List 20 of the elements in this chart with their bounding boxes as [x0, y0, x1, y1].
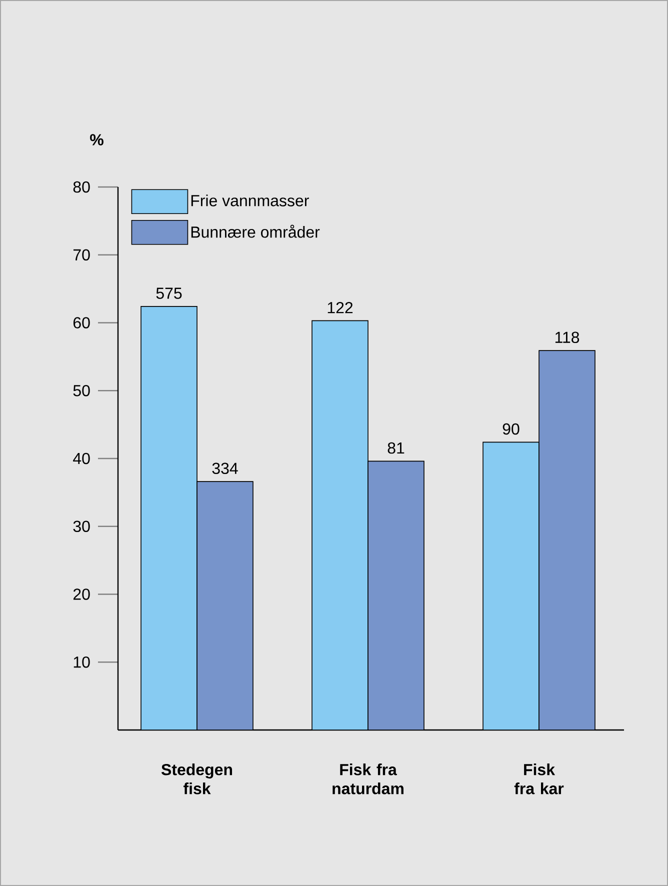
annotation: 118	[555, 332, 580, 344]
y-tick-label: 50	[73, 384, 90, 396]
x-tick-label: Fisk fra naturdam	[332, 764, 404, 794]
annotation: 575	[156, 288, 182, 299]
y-tick-label: 80	[73, 181, 90, 193]
y-tick-label: 10	[74, 656, 90, 668]
annotation: 90	[502, 423, 520, 435]
y-tick-label: 40	[73, 452, 90, 464]
y-axis-title: %	[90, 134, 104, 146]
annotation: 122	[328, 302, 353, 314]
y-tick-label: 60	[73, 317, 90, 328]
legend-label: Frie vannmasser	[191, 194, 309, 206]
annotation: 81	[388, 442, 404, 454]
x-tick-label: Stedegen fisk	[161, 764, 232, 794]
legend-label: Bunnære områder	[191, 224, 320, 238]
y-tick-label: 30	[73, 520, 90, 532]
annotation: 334	[212, 462, 238, 474]
x-tick-label: Fisk fra kar	[514, 764, 564, 794]
y-tick-label: 70	[73, 249, 90, 261]
y-tick-label: 20	[73, 588, 90, 600]
